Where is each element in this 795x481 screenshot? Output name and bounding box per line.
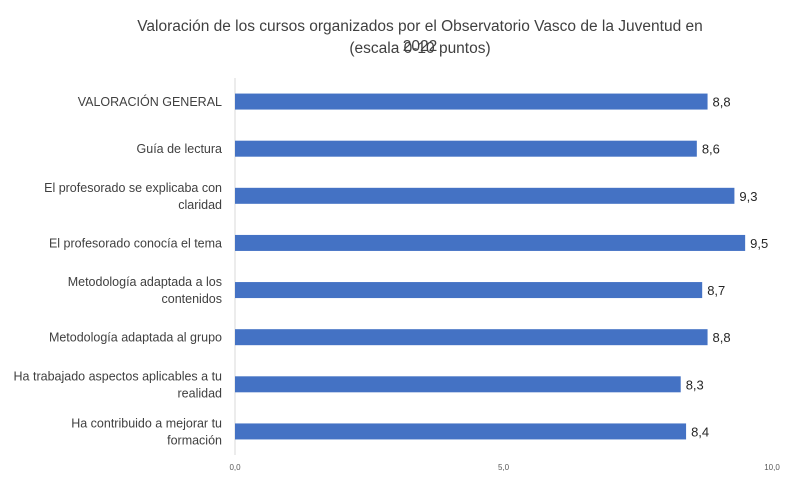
x-tick-label-0: 0,0 xyxy=(229,463,241,472)
category-label-3: El profesorado conocía el tema xyxy=(49,236,222,250)
category-label-line: Metodología adaptada al grupo xyxy=(49,331,222,345)
bar-4 xyxy=(235,282,703,299)
bar-6 xyxy=(235,376,681,393)
bar-3 xyxy=(235,234,746,251)
value-label-0: 8,8 xyxy=(713,95,731,110)
category-label-2: El profesorado se explicaba con claridad xyxy=(44,181,222,212)
category-label-6: Ha trabajado aspectos aplicables a tu rea… xyxy=(14,369,223,400)
bar-1 xyxy=(235,140,697,157)
category-label-7: Ha contribuido a mejorar tu formación xyxy=(71,416,222,447)
category-label-line: Metodología adaptada a los xyxy=(68,275,222,289)
category-label-5: Metodología adaptada al grupo xyxy=(49,331,222,345)
category-label-line: Ha contribuido a mejorar tu xyxy=(71,416,222,430)
bar-2 xyxy=(235,187,735,204)
x-tick-label-2: 10,0 xyxy=(764,463,780,472)
chart-subtitle: (escala 0-10 puntos) xyxy=(349,40,491,57)
category-label-line: realidad xyxy=(178,386,223,400)
category-label-line: Ha trabajado aspectos aplicables a tu xyxy=(14,369,223,383)
bar-5 xyxy=(235,329,708,346)
value-label-1: 8,6 xyxy=(702,142,720,157)
value-label-7: 8,4 xyxy=(691,424,709,439)
chart-title: Valoración de los cursos organizados por… xyxy=(137,18,703,55)
x-tick-label-1: 5,0 xyxy=(498,463,510,472)
category-label-line: VALORACIÓN GENERAL xyxy=(78,94,222,109)
value-label-3: 9,5 xyxy=(750,236,768,251)
category-label-1: Guía de lectura xyxy=(137,142,223,156)
category-label-line: contenidos xyxy=(162,292,222,306)
category-label-line: El profesorado se explicaba con xyxy=(44,181,222,195)
value-label-4: 8,7 xyxy=(707,283,725,298)
bar-0 xyxy=(235,93,708,110)
category-label-0: VALORACIÓN GENERAL xyxy=(78,94,222,109)
value-label-5: 8,8 xyxy=(713,330,731,345)
value-label-2: 9,3 xyxy=(739,189,757,204)
category-label-line: Guía de lectura xyxy=(137,142,223,156)
category-label-line: claridad xyxy=(178,198,222,212)
bar-7 xyxy=(235,423,687,440)
value-label-6: 8,3 xyxy=(686,377,704,392)
category-label-4: Metodología adaptada a los contenidos xyxy=(68,275,222,306)
category-label-line: El profesorado conocía el tema xyxy=(49,236,222,250)
category-label-line: formación xyxy=(167,433,222,447)
